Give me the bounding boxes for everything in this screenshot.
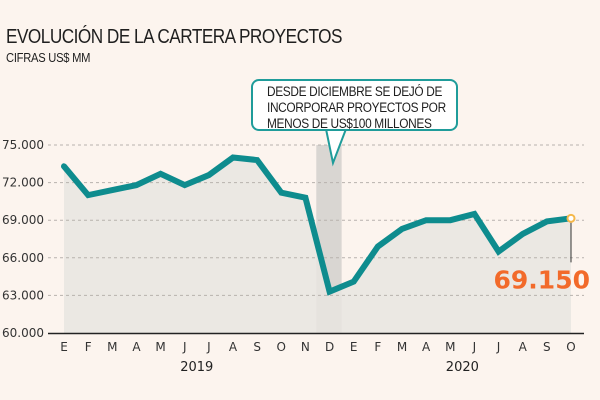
x-tick-label: F: [374, 340, 381, 354]
year-label: 2020: [446, 360, 479, 375]
data-point: [303, 196, 307, 200]
data-point: [400, 227, 404, 231]
y-tick-label: 66.000: [2, 251, 44, 265]
data-point: [231, 156, 235, 160]
data-point: [545, 219, 549, 223]
x-tick-label: O: [566, 340, 575, 354]
data-point: [110, 188, 114, 192]
y-tick-label: 69.000: [2, 213, 44, 227]
y-tick-label: 75.000: [2, 138, 44, 152]
data-point: [86, 193, 90, 197]
data-point: [376, 245, 380, 249]
x-tick-label: S: [253, 340, 261, 354]
data-point: [328, 290, 332, 294]
x-tick-label: E: [60, 340, 68, 354]
x-tick-label: N: [301, 340, 310, 354]
data-point: [497, 250, 501, 254]
data-point: [183, 183, 187, 187]
x-tick-label: A: [422, 340, 431, 354]
x-tick-label: S: [543, 340, 551, 354]
year-label: 2019: [180, 360, 213, 375]
callout-line-1: DESDE DICIEMBRE SE DEJÓ DE: [267, 84, 443, 99]
data-point: [352, 280, 356, 284]
chart-title: EVOLUCIÓN DE LA CARTERA PROYECTOS: [6, 26, 343, 48]
final-point-marker: [566, 213, 576, 223]
data-point: [472, 212, 476, 216]
x-tick-label: M: [107, 340, 117, 354]
x-tick-label: J: [472, 340, 477, 354]
x-tick-label: A: [229, 340, 238, 354]
x-tick-label: E: [350, 340, 358, 354]
chart-subtitle: CIFRAS US$ MM: [6, 50, 91, 65]
annotation-callout: DESDE DICIEMBRE SE DEJÓ DE INCORPORAR PR…: [251, 79, 458, 131]
callout-pointer: [325, 128, 347, 167]
callout-line-2: INCORPORAR PROYECTOS POR: [267, 100, 446, 115]
data-point: [207, 173, 211, 177]
x-tick-label: M: [155, 340, 165, 354]
x-tick-label: A: [519, 340, 528, 354]
x-tick-label: F: [85, 340, 92, 354]
series-line: [61, 154, 574, 296]
data-point: [448, 218, 452, 222]
x-tick-label: J: [182, 340, 187, 354]
data-point: [521, 232, 525, 236]
final-value-label: 69.150: [494, 265, 590, 294]
y-tick-label: 60.000: [2, 326, 44, 340]
x-tick-label: A: [132, 340, 141, 354]
data-point: [159, 172, 163, 176]
y-tick-label: 63.000: [2, 288, 44, 302]
callout-line-3: MENOS DE US$100 MILLONES: [267, 116, 432, 131]
data-point: [134, 183, 138, 187]
x-tick-label: J: [206, 340, 211, 354]
y-tick-label: 72.000: [2, 176, 44, 190]
x-tick-label: J: [496, 340, 501, 354]
x-tick-label: M: [397, 340, 407, 354]
data-point: [255, 158, 259, 162]
data-point: [424, 218, 428, 222]
x-tick-label: O: [277, 340, 286, 354]
x-tick-label: D: [325, 340, 334, 354]
x-tick-label: M: [445, 340, 455, 354]
data-point: [62, 164, 66, 168]
data-point: [279, 191, 283, 195]
